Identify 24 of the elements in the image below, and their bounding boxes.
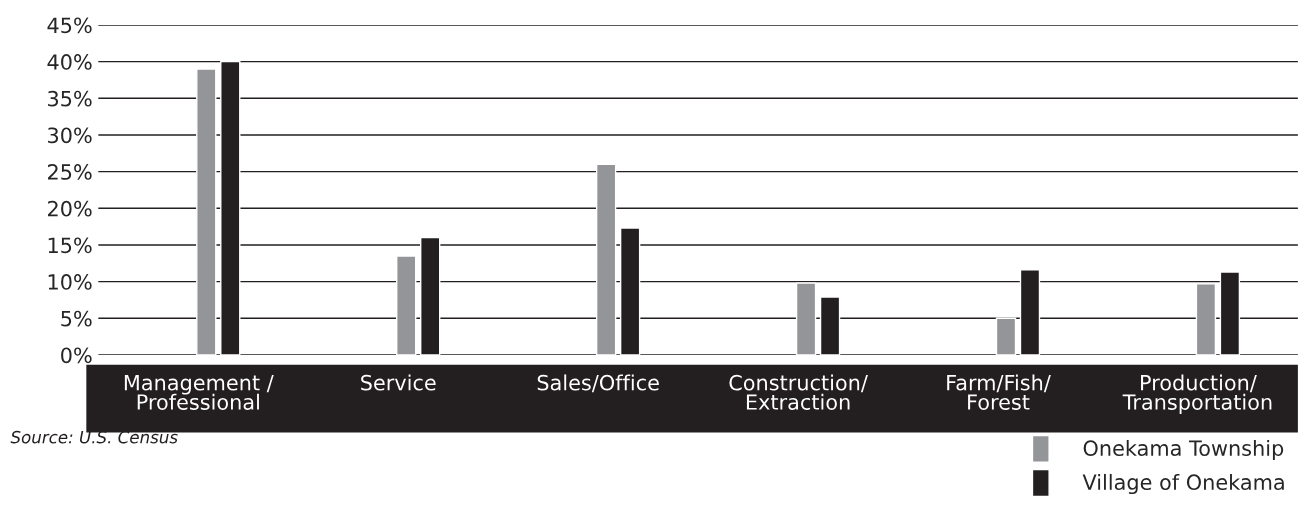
bar bbox=[196, 68, 217, 355]
bar bbox=[396, 255, 417, 355]
legend-label: Village of Onekama bbox=[1082, 473, 1284, 495]
y-tick-label: 35% bbox=[48, 90, 92, 107]
y-tick-label: 40% bbox=[47, 54, 92, 70]
bar bbox=[1195, 283, 1217, 355]
x-tick-label: Construction/ Extraction bbox=[729, 374, 868, 410]
y-tick-label: 45% bbox=[47, 17, 92, 34]
x-tick-label: Sales/Office bbox=[537, 374, 659, 393]
y-tick-label: 15% bbox=[48, 237, 92, 254]
x-tick-label: Service bbox=[361, 374, 436, 391]
bar bbox=[995, 317, 1017, 355]
y-tick-label: 25% bbox=[47, 164, 92, 180]
y-tick-label: 0% bbox=[61, 347, 92, 364]
bar bbox=[595, 163, 617, 355]
y-tick-label: 30% bbox=[48, 127, 92, 144]
y-tick-label: 20% bbox=[47, 200, 92, 217]
bar bbox=[795, 282, 817, 355]
y-tick-label: 10% bbox=[48, 274, 92, 290]
x-tick-label: Production/ Transportation bbox=[1122, 374, 1272, 414]
y-tick-label: 5% bbox=[61, 310, 92, 327]
legend-label: Onekama Township bbox=[1083, 439, 1284, 461]
x-tick-label: Farm/Fish/ Forest bbox=[947, 374, 1051, 410]
x-tick-label: Management / Professional bbox=[124, 375, 274, 410]
